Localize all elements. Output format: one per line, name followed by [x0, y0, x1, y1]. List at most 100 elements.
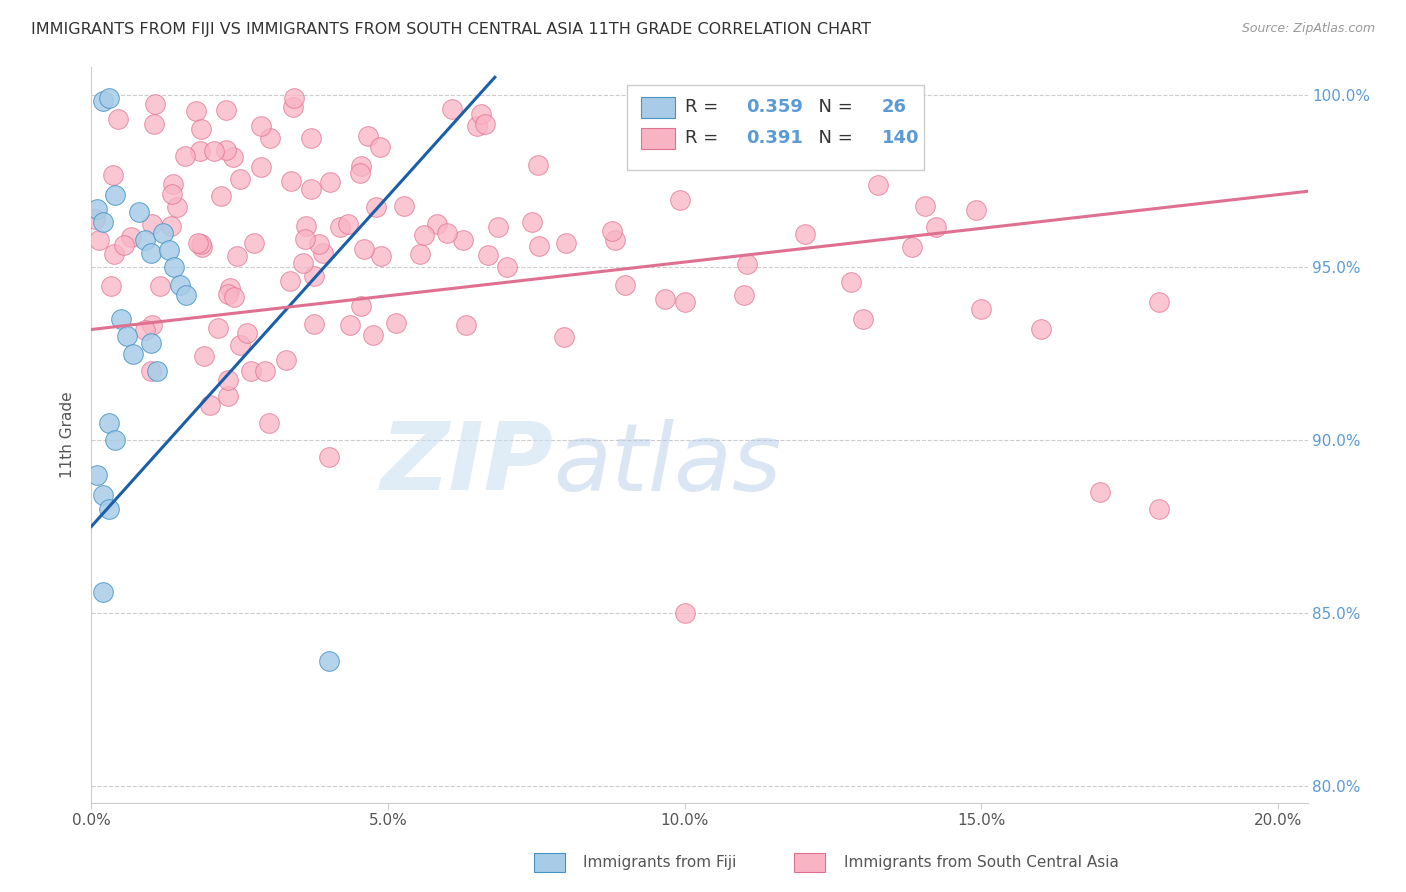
Point [91, 585, 114, 599]
Point [394, 199, 416, 213]
Point [1088, 484, 1111, 499]
Text: R =: R = [685, 129, 724, 147]
Point [217, 389, 239, 403]
Point [217, 287, 239, 301]
Point [302, 317, 325, 331]
Point [160, 219, 183, 233]
Point [717, 153, 740, 168]
Point [318, 450, 340, 465]
Point [454, 318, 477, 332]
Text: R =: R = [685, 98, 724, 116]
Point [477, 248, 499, 262]
Point [229, 338, 252, 352]
Point [614, 277, 637, 292]
Point [91, 95, 114, 109]
Point [470, 106, 492, 120]
Text: N =: N = [807, 129, 858, 147]
Point [1029, 322, 1052, 336]
Point [100, 278, 122, 293]
Point [353, 242, 375, 256]
Point [673, 294, 696, 309]
Point [98, 502, 121, 516]
Point [278, 274, 301, 288]
Point [529, 239, 551, 253]
Point [134, 323, 156, 337]
Point [87, 233, 110, 247]
Text: N =: N = [807, 98, 858, 116]
Point [603, 233, 626, 247]
FancyBboxPatch shape [627, 86, 925, 170]
Point [193, 349, 215, 363]
Point [141, 318, 163, 333]
Point [555, 236, 578, 251]
Text: ZIP: ZIP [381, 418, 554, 510]
Point [122, 346, 145, 360]
Point [198, 399, 221, 413]
Point [839, 275, 862, 289]
Point [385, 316, 408, 330]
Point [600, 224, 623, 238]
Point [86, 467, 108, 482]
Point [219, 281, 242, 295]
Point [152, 226, 174, 240]
Point [350, 299, 373, 313]
Point [308, 236, 330, 251]
Point [451, 233, 474, 247]
Point [173, 149, 195, 163]
Point [872, 136, 894, 150]
Text: IMMIGRANTS FROM FIJI VS IMMIGRANTS FROM SOUTH CENTRAL ASIA 11TH GRADE CORRELATIO: IMMIGRANTS FROM FIJI VS IMMIGRANTS FROM … [31, 22, 870, 37]
Point [228, 171, 250, 186]
Point [91, 488, 114, 502]
Point [250, 160, 273, 174]
Point [965, 203, 987, 218]
Point [110, 312, 132, 326]
Point [276, 352, 298, 367]
Point [107, 112, 129, 126]
Point [134, 233, 156, 247]
Point [486, 219, 509, 234]
Point [302, 268, 325, 283]
Point [337, 217, 360, 231]
Point [281, 100, 304, 114]
Point [1149, 502, 1171, 516]
Point [104, 433, 127, 447]
Point [914, 199, 936, 213]
Point [184, 104, 207, 119]
Point [222, 290, 245, 304]
Point [364, 200, 387, 214]
Text: atlas: atlas [554, 418, 782, 510]
Point [104, 187, 127, 202]
Point [157, 243, 180, 257]
Point [654, 292, 676, 306]
Point [226, 249, 249, 263]
Point [83, 212, 105, 227]
Text: Immigrants from South Central Asia: Immigrants from South Central Asia [844, 855, 1119, 870]
Point [669, 193, 692, 207]
Point [361, 327, 384, 342]
Point [370, 249, 392, 263]
Point [209, 188, 232, 202]
Point [166, 200, 188, 214]
Point [120, 229, 142, 244]
Text: 140: 140 [882, 129, 920, 147]
Point [356, 129, 378, 144]
Point [169, 277, 191, 292]
Point [176, 288, 198, 302]
Point [280, 174, 302, 188]
Point [188, 144, 211, 158]
Text: Immigrants from Fiji: Immigrants from Fiji [583, 855, 737, 870]
Point [553, 330, 575, 344]
Point [295, 219, 318, 234]
Point [495, 260, 517, 275]
Point [128, 205, 150, 219]
Point [292, 256, 315, 270]
Point [318, 654, 340, 668]
Point [112, 237, 135, 252]
Text: Source: ZipAtlas.com: Source: ZipAtlas.com [1241, 22, 1375, 36]
Point [143, 117, 166, 131]
Point [527, 157, 550, 171]
Point [115, 329, 138, 343]
Y-axis label: 11th Grade: 11th Grade [60, 392, 76, 478]
Point [187, 235, 209, 250]
FancyBboxPatch shape [641, 97, 675, 118]
